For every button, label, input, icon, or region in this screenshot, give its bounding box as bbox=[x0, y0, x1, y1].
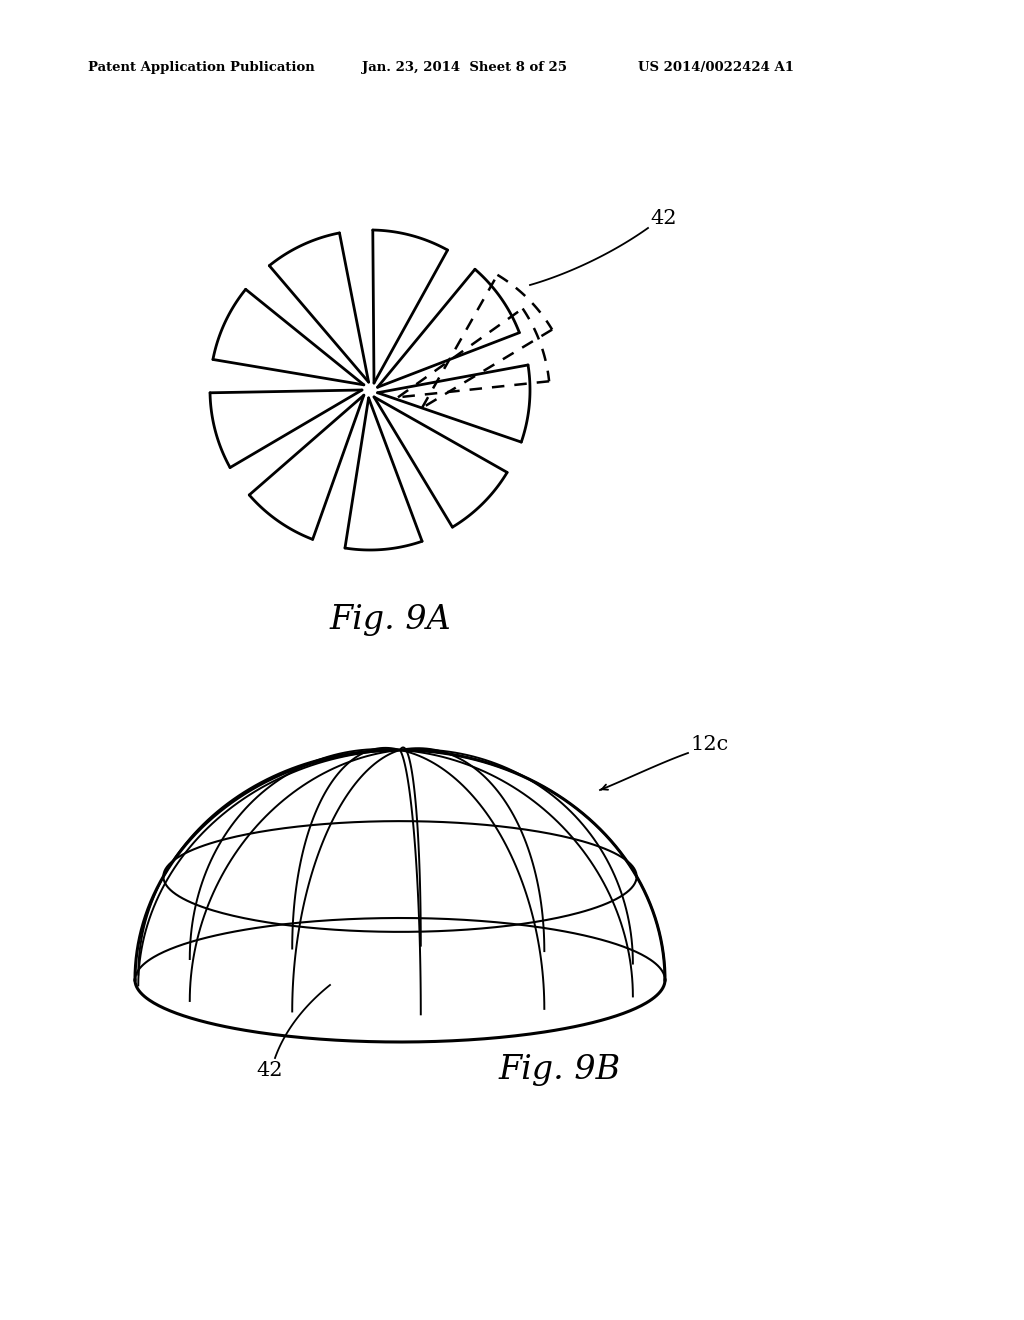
Text: Patent Application Publication: Patent Application Publication bbox=[88, 62, 314, 74]
Text: Fig. 9A: Fig. 9A bbox=[329, 605, 451, 636]
Text: Fig. 9B: Fig. 9B bbox=[499, 1053, 622, 1086]
Text: 42: 42 bbox=[650, 209, 677, 227]
Text: Jan. 23, 2014  Sheet 8 of 25: Jan. 23, 2014 Sheet 8 of 25 bbox=[362, 62, 567, 74]
Text: US 2014/0022424 A1: US 2014/0022424 A1 bbox=[638, 62, 794, 74]
Text: 12c: 12c bbox=[690, 735, 728, 755]
Text: 42: 42 bbox=[257, 1060, 284, 1080]
